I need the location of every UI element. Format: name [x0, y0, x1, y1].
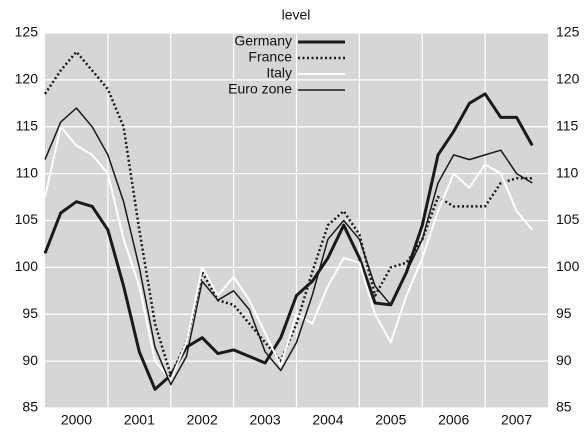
- y2-tick-label: 100: [556, 258, 580, 274]
- y-tick-label: 100: [15, 258, 39, 274]
- legend-label: Euro zone: [228, 81, 292, 97]
- y-tick-label: 95: [22, 305, 38, 321]
- y-tick-label: 110: [16, 164, 39, 180]
- legend-label: Germany: [234, 33, 292, 49]
- y-tick-label: 105: [15, 211, 39, 227]
- y-tick-label: 90: [22, 352, 38, 368]
- y2-tick-label: 110: [556, 164, 579, 180]
- y2-tick-label: 115: [556, 117, 579, 133]
- y-tick-label: 115: [16, 117, 39, 133]
- x-tick-label: 2004: [312, 412, 343, 428]
- y2-tick-label: 125: [556, 24, 580, 40]
- x-tick-label: 2003: [249, 412, 280, 428]
- x-tick-label: 2000: [61, 412, 92, 428]
- line-series: [44, 125, 534, 381]
- y-tick-label: 125: [15, 24, 39, 40]
- x-tick-label: 2001: [124, 412, 155, 428]
- y2-tick-label: 85: [556, 399, 572, 415]
- y-tick-label: 120: [15, 71, 39, 87]
- legend-label: Italy: [266, 65, 292, 81]
- line-series: [43, 92, 534, 391]
- x-tick-label: 2002: [187, 412, 218, 428]
- x-tick-label: 2005: [375, 412, 406, 428]
- y2-tick-label: 120: [556, 71, 580, 87]
- legend-label: France: [248, 49, 292, 65]
- y2-tick-label: 105: [556, 211, 580, 227]
- y2-tick-label: 95: [556, 305, 572, 321]
- x-tick-label: 2006: [438, 412, 469, 428]
- y2-tick-label: 90: [556, 352, 572, 368]
- chart-title: level: [282, 7, 311, 23]
- y-tick-label: 85: [22, 399, 38, 415]
- x-tick-label: 2007: [501, 412, 532, 428]
- line-series: [44, 107, 533, 386]
